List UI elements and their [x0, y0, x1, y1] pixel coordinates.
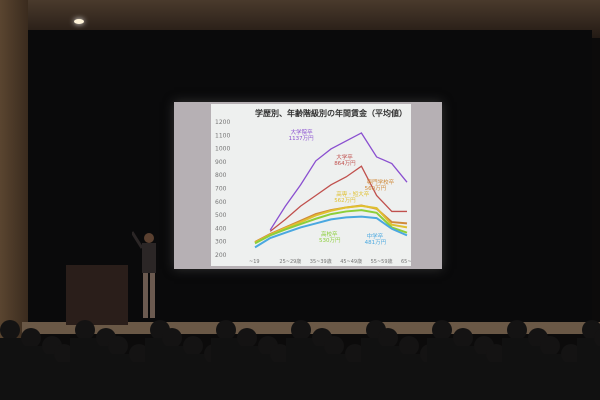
- x-tick-label: 45~49歳: [340, 258, 362, 265]
- series-label: 高校卒: [321, 230, 338, 238]
- audience-head: [594, 328, 600, 348]
- y-tick-label: 600: [215, 199, 227, 206]
- series-peak-label: 560万円: [365, 185, 387, 192]
- y-tick-label: 700: [215, 186, 227, 193]
- podium: [66, 265, 128, 325]
- series-label: 中学卒: [367, 232, 384, 240]
- left-pillar: [0, 0, 28, 340]
- audience-head: [183, 336, 203, 356]
- audience-head: [540, 336, 560, 356]
- audience-head: [453, 328, 473, 348]
- x-tick-label: 55~59歳: [371, 258, 393, 265]
- y-tick-label: 400: [215, 225, 227, 232]
- speaker: [132, 231, 156, 318]
- audience-head: [378, 328, 398, 348]
- y-tick-label: 1100: [215, 132, 230, 139]
- series-peak-label: 562万円: [334, 197, 356, 204]
- x-tick-label: 35~39歳: [310, 258, 332, 265]
- audience-head: [75, 320, 95, 340]
- y-tick-label: 200: [215, 252, 227, 259]
- y-tick-label: 1000: [215, 146, 230, 153]
- audience-head: [432, 320, 452, 340]
- audience: [0, 320, 600, 400]
- x-tick-label: 25~29歳: [279, 258, 301, 265]
- audience-head: [21, 328, 41, 348]
- x-tick-label: ~19: [249, 259, 260, 265]
- audience-head: [54, 344, 74, 364]
- y-tick-label: 500: [215, 212, 227, 219]
- audience-body: [589, 346, 600, 400]
- y-tick-label: 800: [215, 172, 227, 179]
- audience-head: [108, 336, 128, 356]
- slide: 学歴別、年齢階級別の年間賃金（平均値） 1200 1100 1000 900 800 70…: [211, 104, 411, 266]
- series-peak-label: 481万円: [365, 239, 387, 246]
- series-label: 大学院卒: [291, 128, 314, 136]
- audience-head: [216, 320, 236, 340]
- audience-head: [129, 344, 149, 364]
- audience-head: [486, 344, 506, 364]
- audience-head: [162, 328, 182, 348]
- series-line: [269, 132, 408, 231]
- audience-head: [507, 320, 527, 340]
- audience-head: [291, 320, 311, 340]
- x-tick-label: 65~69歳: [401, 258, 411, 265]
- series-line: [254, 204, 408, 244]
- audience-head: [0, 320, 20, 340]
- audience-head: [345, 344, 365, 364]
- series-line: [254, 215, 408, 249]
- audience-head: [561, 344, 581, 364]
- series-line: [254, 209, 408, 245]
- series-line: [269, 165, 407, 232]
- ceiling-light: [74, 19, 84, 24]
- slide-title: 学歴別、年齢階級別の年間賃金（平均値）: [255, 109, 407, 118]
- y-tick-label: 900: [215, 159, 227, 166]
- audience-head: [270, 344, 290, 364]
- audience-head: [324, 336, 344, 356]
- series-label: 専門学校卒: [367, 178, 395, 186]
- y-tick-label: 1200: [215, 119, 230, 126]
- series-peak-label: 1137万円: [289, 135, 314, 142]
- y-tick-label: 300: [215, 239, 227, 246]
- series-label: 大学卒: [336, 153, 353, 161]
- audience-head: [237, 328, 257, 348]
- series-peak-label: 864万円: [334, 160, 356, 167]
- audience-head: [399, 336, 419, 356]
- series-peak-label: 530万円: [319, 237, 341, 244]
- series-label: 高専・短大卒: [336, 190, 370, 198]
- wage-chart: 1200 1100 1000 900 800 700 600 500 400 300 200 ~19 2…: [215, 119, 411, 265]
